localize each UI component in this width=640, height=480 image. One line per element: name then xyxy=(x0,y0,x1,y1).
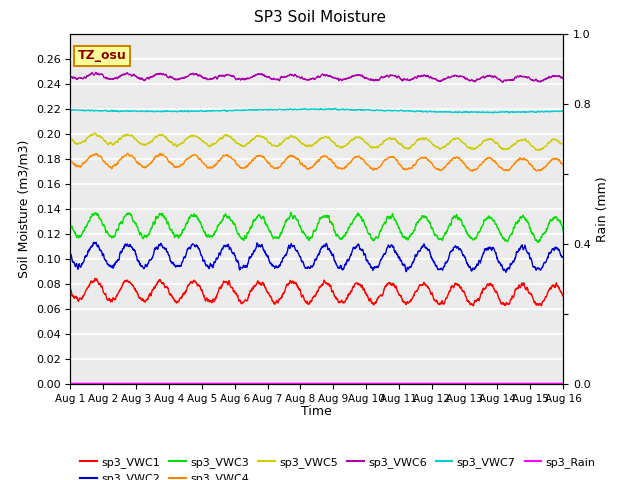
sp3_VWC4 xyxy=(293,156,301,161)
sp3_VWC7 xyxy=(332,106,339,111)
sp3_VWC4 xyxy=(156,150,164,156)
sp3_VWC3 xyxy=(293,217,301,223)
sp3_VWC5 xyxy=(92,131,100,137)
sp3_Rain xyxy=(559,381,567,386)
sp3_VWC6 xyxy=(92,70,100,75)
Line: sp3_VWC1: sp3_VWC1 xyxy=(70,278,563,306)
sp3_VWC6 xyxy=(545,73,553,79)
sp3_VWC4 xyxy=(545,159,553,165)
sp3_VWC4 xyxy=(307,165,314,170)
sp3_Rain xyxy=(306,381,314,386)
sp3_VWC2 xyxy=(455,246,463,252)
X-axis label: Time: Time xyxy=(301,405,332,418)
sp3_VWC2 xyxy=(293,248,301,253)
sp3_VWC4 xyxy=(67,156,74,162)
sp3_VWC5 xyxy=(90,130,98,136)
Line: sp3_VWC3: sp3_VWC3 xyxy=(70,213,563,242)
sp3_VWC7 xyxy=(293,107,301,113)
sp3_VWC1 xyxy=(545,287,553,293)
sp3_VWC2 xyxy=(559,254,567,260)
sp3_VWC7 xyxy=(455,109,463,115)
sp3_VWC4 xyxy=(559,162,567,168)
sp3_Rain xyxy=(545,381,553,386)
sp3_VWC3 xyxy=(92,210,99,216)
sp3_VWC1 xyxy=(92,276,100,282)
sp3_VWC3 xyxy=(545,221,553,227)
sp3_VWC3 xyxy=(559,228,567,234)
sp3_VWC6 xyxy=(293,74,301,80)
sp3_VWC5 xyxy=(293,136,301,142)
Line: sp3_VWC2: sp3_VWC2 xyxy=(70,242,563,272)
sp3_Rain xyxy=(293,381,301,386)
sp3_VWC7 xyxy=(545,109,553,115)
Line: sp3_VWC6: sp3_VWC6 xyxy=(70,72,563,82)
sp3_VWC1 xyxy=(67,287,74,293)
sp3_VWC3 xyxy=(455,216,463,221)
sp3_VWC2 xyxy=(67,252,74,258)
sp3_VWC6 xyxy=(67,73,74,79)
sp3_VWC2 xyxy=(545,250,553,256)
sp3_VWC1 xyxy=(469,303,477,309)
sp3_VWC5 xyxy=(536,147,543,153)
sp3_VWC5 xyxy=(67,135,74,141)
sp3_VWC5 xyxy=(307,142,314,148)
sp3_VWC3 xyxy=(287,210,295,216)
sp3_VWC7 xyxy=(490,110,497,116)
sp3_Rain xyxy=(67,381,74,386)
sp3_VWC6 xyxy=(307,76,314,82)
sp3_VWC5 xyxy=(559,141,567,146)
sp3_VWC6 xyxy=(545,74,553,80)
Line: sp3_VWC7: sp3_VWC7 xyxy=(70,108,563,113)
Y-axis label: Rain (mm): Rain (mm) xyxy=(596,176,609,241)
sp3_VWC4 xyxy=(455,155,463,160)
Line: sp3_VWC5: sp3_VWC5 xyxy=(70,133,563,150)
sp3_VWC2 xyxy=(92,240,100,246)
sp3_VWC4 xyxy=(545,160,553,166)
sp3_VWC1 xyxy=(455,283,463,288)
Legend: sp3_VWC1, sp3_VWC2, sp3_VWC3, sp3_VWC4, sp3_VWC5, sp3_VWC6, sp3_VWC7, sp3_Rain: sp3_VWC1, sp3_VWC2, sp3_VWC3, sp3_VWC4, … xyxy=(76,453,600,480)
sp3_VWC6 xyxy=(455,74,463,80)
Text: SP3 Soil Moisture: SP3 Soil Moisture xyxy=(254,10,386,24)
sp3_VWC4 xyxy=(468,168,476,174)
sp3_VWC2 xyxy=(90,240,98,245)
sp3_VWC3 xyxy=(307,235,314,240)
sp3_Rain xyxy=(545,381,552,386)
sp3_VWC2 xyxy=(307,265,314,271)
sp3_VWC3 xyxy=(534,240,542,245)
sp3_VWC6 xyxy=(559,76,567,82)
sp3_VWC1 xyxy=(92,276,99,281)
sp3_VWC3 xyxy=(545,220,553,226)
sp3_VWC7 xyxy=(559,108,567,114)
sp3_VWC7 xyxy=(545,109,553,115)
sp3_VWC3 xyxy=(67,223,74,229)
sp3_VWC5 xyxy=(455,135,463,141)
sp3_VWC6 xyxy=(92,70,99,75)
sp3_VWC1 xyxy=(293,283,301,289)
sp3_VWC2 xyxy=(545,250,553,255)
sp3_Rain xyxy=(454,381,462,386)
Text: TZ_osu: TZ_osu xyxy=(78,49,127,62)
sp3_VWC5 xyxy=(545,140,553,146)
sp3_VWC4 xyxy=(92,152,99,157)
sp3_VWC7 xyxy=(306,107,314,112)
sp3_VWC1 xyxy=(545,287,553,293)
sp3_VWC1 xyxy=(307,298,314,304)
sp3_Rain xyxy=(92,381,99,386)
Line: sp3_VWC4: sp3_VWC4 xyxy=(70,153,563,171)
sp3_VWC7 xyxy=(67,107,74,113)
sp3_VWC7 xyxy=(92,108,99,113)
sp3_VWC1 xyxy=(559,293,567,299)
sp3_VWC6 xyxy=(499,79,507,85)
sp3_VWC5 xyxy=(545,140,553,145)
Y-axis label: Soil Moisture (m3/m3): Soil Moisture (m3/m3) xyxy=(17,140,30,278)
sp3_VWC2 xyxy=(502,269,510,275)
